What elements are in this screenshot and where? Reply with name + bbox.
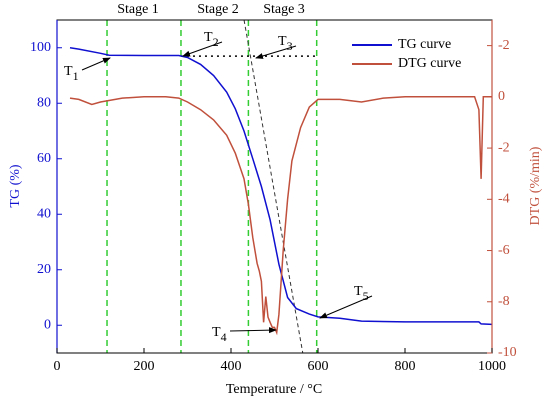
legend-label: DTG curve xyxy=(398,56,461,71)
tangent-line xyxy=(243,19,304,354)
series-line xyxy=(69,47,493,326)
series-line xyxy=(69,96,492,336)
y2-axis-label: DTG (%/min) xyxy=(528,146,543,225)
y-tick-label: 20 xyxy=(37,262,51,277)
y2-tick-label: 0 xyxy=(498,89,505,104)
annotation-arrow xyxy=(319,295,373,319)
y-tick-label: 0 xyxy=(44,317,51,332)
annotation: T2 xyxy=(204,30,219,49)
legend-label: TG curve xyxy=(398,37,451,52)
x-tick-label: 400 xyxy=(221,359,242,374)
x-tick-label: 600 xyxy=(308,359,329,374)
annotation-arrow xyxy=(182,41,223,57)
annotation-arrow xyxy=(81,57,111,71)
y-axis-label: TG (%) xyxy=(8,164,23,207)
annotation-arrow xyxy=(255,45,297,59)
y-tick-label: 80 xyxy=(37,95,51,110)
annotation: T1 xyxy=(64,64,79,83)
y2-tick-label: -2 xyxy=(498,140,510,155)
y-tick-label: 60 xyxy=(37,151,51,166)
y2-tick-label: -2 xyxy=(498,38,510,53)
x-tick-label: 0 xyxy=(54,359,61,374)
y2-tick-label: -4 xyxy=(498,192,510,207)
y2-tick-label: -8 xyxy=(498,294,510,309)
x-axis-label: Temperature / °C xyxy=(226,382,322,397)
annotation: T5 xyxy=(354,284,369,303)
y-tick-label: 40 xyxy=(37,206,51,221)
y2-tick-label: -10 xyxy=(498,345,517,360)
y2-tick-label: -6 xyxy=(498,243,510,258)
annotation: Stage 1 xyxy=(117,2,159,17)
annotation: Stage 3 xyxy=(263,2,305,17)
annotation: T3 xyxy=(278,34,293,53)
x-tick-label: 1000 xyxy=(478,359,506,374)
y-tick-label: 100 xyxy=(30,40,51,55)
x-tick-label: 800 xyxy=(395,359,416,374)
annotation: T4 xyxy=(212,325,227,344)
annotation: Stage 2 xyxy=(197,2,239,17)
annotation-arrow xyxy=(229,327,277,334)
x-tick-label: 200 xyxy=(134,359,155,374)
